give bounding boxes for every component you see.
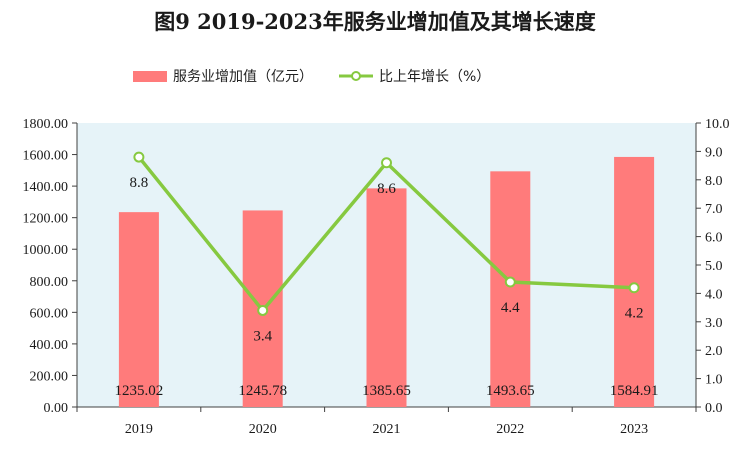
bar-value-label: 1493.65	[486, 383, 535, 399]
left-y-axis: 0.00 200.00 400.00 600.00 800.00 1000.00 1200.…	[23, 117, 78, 416]
x-tick-label: 2020	[249, 422, 277, 437]
bar-value-labels: 1235.02 1245.78 1385.65 1493.65 1584.91	[115, 383, 659, 399]
left-tick-label: 1600.00	[23, 149, 69, 164]
line-point	[504, 276, 516, 288]
bar-series	[118, 156, 655, 407]
right-y-axis: 0.0 1.0 2.0 3.0 4.0 5.0 6.0 7.0 8.0 9.0 10.0	[695, 117, 730, 416]
right-tick-label: 3.0	[705, 316, 723, 331]
line-point	[628, 282, 640, 294]
legend-bar-swatch	[133, 70, 167, 82]
line-value-labels: 8.8 3.4 8.6 4.4 4.2	[130, 175, 644, 344]
bar-value-label: 1584.91	[610, 383, 659, 399]
line-point	[133, 151, 145, 163]
left-tick-label: 200.00	[30, 369, 69, 384]
right-tick-label: 6.0	[705, 231, 723, 246]
left-tick-label: 600.00	[30, 306, 69, 321]
bar	[490, 171, 531, 407]
line-value-label: 3.4	[253, 328, 272, 344]
x-tick-label: 2021	[373, 422, 401, 437]
legend-item-line-series: 比上年增长（%）	[339, 66, 490, 86]
left-tick-label: 1800.00	[23, 117, 69, 132]
bar-value-label: 1245.78	[238, 383, 287, 399]
legend: 服务业增加值（亿元） 比上年增长（%）	[0, 66, 750, 86]
legend-label-bar-series: 服务业增加值（亿元）	[173, 69, 313, 85]
right-tick-label: 4.0	[705, 287, 723, 302]
right-tick-label: 1.0	[705, 373, 723, 388]
right-tick-label: 9.0	[705, 145, 723, 160]
right-tick-label: 8.0	[705, 174, 723, 189]
legend-item-bar-series: 服务业增加值（亿元）	[133, 66, 313, 86]
line-series	[133, 151, 640, 316]
right-tick-label: 0.0	[705, 401, 723, 416]
chart-title: 图9 2019-2023年服务业增加值及其增长速度	[154, 9, 596, 34]
left-tick-label: 1200.00	[23, 212, 69, 227]
x-tick-label: 2019	[125, 422, 153, 437]
bar	[118, 212, 159, 407]
line-point	[381, 157, 392, 169]
legend-label-line-series: 比上年增长（%）	[379, 69, 491, 85]
line-value-label: 8.8	[130, 175, 149, 191]
right-tick-label: 5.0	[705, 259, 723, 274]
x-tick-label: 2023	[620, 422, 648, 437]
x-tick-label: 2022	[496, 422, 524, 437]
left-tick-label: 0.00	[44, 401, 69, 416]
right-tick-label: 7.0	[705, 202, 723, 217]
right-tick-label: 10.0	[705, 117, 730, 132]
right-tick-label: 2.0	[705, 344, 723, 359]
line-value-label: 4.2	[625, 306, 644, 322]
line-value-label: 8.6	[377, 181, 396, 197]
x-axis: 2019 2020 2021 2022 2023	[76, 406, 697, 437]
left-tick-label: 800.00	[30, 275, 69, 290]
left-tick-label: 1000.00	[23, 243, 69, 258]
bar	[614, 156, 655, 407]
line-value-label: 4.4	[501, 300, 520, 316]
line-point	[257, 304, 269, 316]
bar-value-label: 1385.65	[362, 383, 411, 399]
legend-line-swatch	[339, 71, 373, 81]
bar	[366, 188, 407, 407]
left-tick-label: 1400.00	[23, 180, 69, 195]
left-tick-label: 400.00	[30, 338, 69, 353]
bar-value-label: 1235.02	[115, 383, 164, 399]
